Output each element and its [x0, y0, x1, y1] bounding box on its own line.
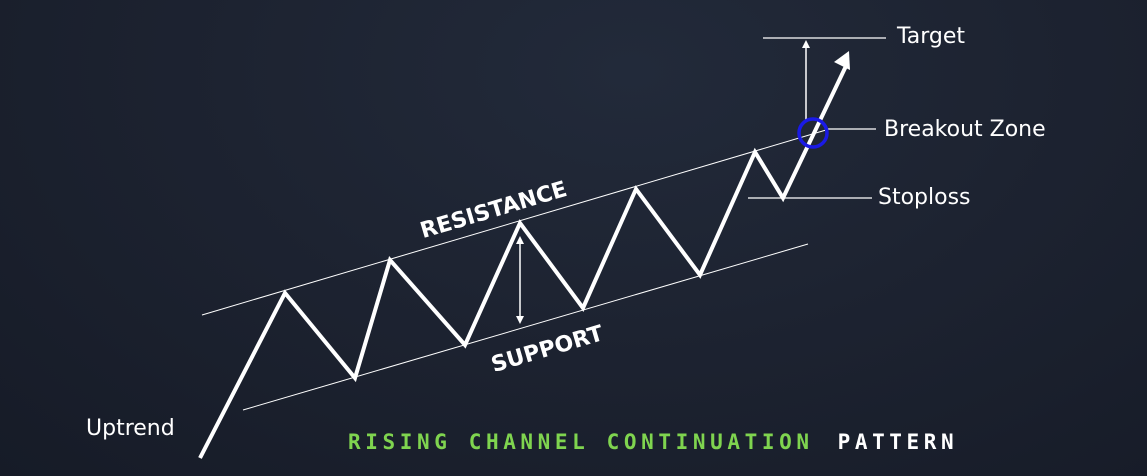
breakout-zone-label: Breakout Zone [884, 117, 1046, 142]
breakout-arrow-head [834, 51, 850, 70]
channel-width-arrow-bottom [516, 316, 524, 324]
target-arrow-head [802, 40, 810, 48]
title-part1: RISING CHANNEL CONTINUATION [348, 430, 814, 454]
breakout-circle [797, 117, 829, 149]
price-path [198, 65, 848, 459]
stoploss-label: Stoploss [878, 185, 971, 210]
resistance-line [201, 129, 827, 316]
uptrend-label: Uptrend [86, 416, 175, 441]
pattern-title: RISING CHANNEL CONTINUATION PATTERN [348, 432, 958, 453]
channel-width-arrow-top [516, 236, 524, 244]
target-label: Target [897, 24, 966, 49]
support-line [242, 243, 809, 411]
title-part2: PATTERN [837, 430, 959, 454]
